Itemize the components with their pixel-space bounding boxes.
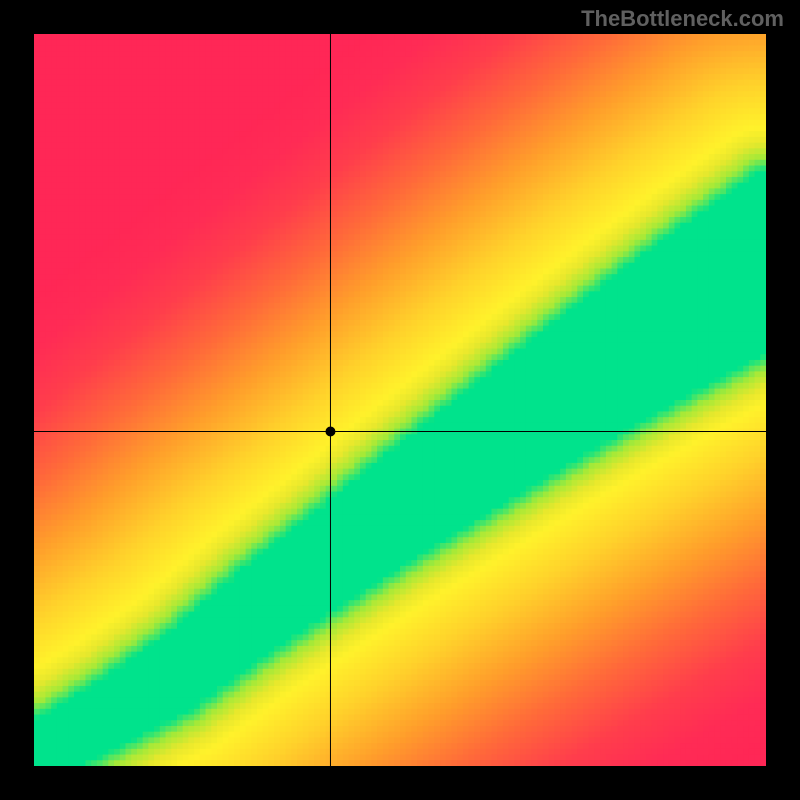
watermark-text: TheBottleneck.com: [581, 6, 784, 32]
chart-container: TheBottleneck.com: [0, 0, 800, 800]
crosshair-point: [325, 426, 335, 436]
heatmap-cells: [34, 34, 766, 766]
heatmap-plot: [34, 34, 766, 766]
heatmap-svg: [34, 34, 766, 766]
